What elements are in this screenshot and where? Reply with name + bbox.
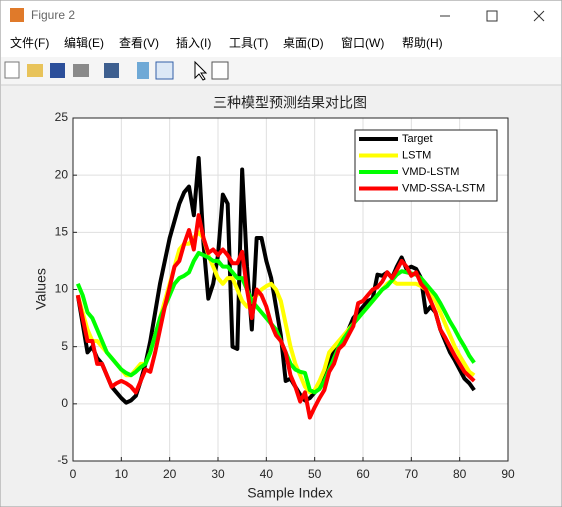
menu-item[interactable]: 窗口(W) xyxy=(341,36,384,50)
colorbar-icon[interactable] xyxy=(137,62,149,79)
x-tick-label: 60 xyxy=(356,467,370,481)
x-tick-label: 50 xyxy=(308,467,322,481)
y-axis-label: Values xyxy=(33,268,49,310)
plot-lines xyxy=(75,156,476,420)
property-icon[interactable] xyxy=(211,61,229,80)
save-icon[interactable] xyxy=(50,63,65,78)
legend-icon[interactable] xyxy=(155,61,174,80)
legend-label: Target xyxy=(402,133,433,145)
y-tick-label: -5 xyxy=(57,453,68,467)
title-bar xyxy=(1,1,561,31)
menu-items: 文件(F) 编辑(E) 查看(V) 插入(I) 工具(T) 桌面(D) 窗口(W) 帮助(H) xyxy=(10,35,443,50)
print-icon[interactable] xyxy=(73,64,89,77)
legend-label: VMD-LSTM xyxy=(402,166,459,178)
x-tick-label: 30 xyxy=(211,467,225,481)
link-icon[interactable] xyxy=(104,63,119,78)
pointer-icon[interactable] xyxy=(194,60,208,81)
y-tick-label: 15 xyxy=(55,225,69,239)
x-tick-label: 80 xyxy=(453,467,467,481)
y-tick-label: 5 xyxy=(61,339,68,353)
y-tick-label: 20 xyxy=(55,167,69,181)
x-tick-label: 70 xyxy=(405,467,419,481)
window-title: Figure 2 xyxy=(31,8,75,22)
menu-item[interactable]: 文件(F) xyxy=(10,35,49,50)
x-tick-label: 10 xyxy=(115,467,129,481)
menu-item[interactable]: 查看(V) xyxy=(119,36,159,50)
app-icon xyxy=(10,8,24,22)
menu-item[interactable]: 编辑(E) xyxy=(64,35,104,50)
chart-title: 三种模型预测结果对比图 xyxy=(213,95,367,111)
menu-item[interactable]: 桌面(D) xyxy=(283,36,324,50)
y-tick-label: 10 xyxy=(55,282,69,296)
x-tick-label: 40 xyxy=(260,467,274,481)
series-line xyxy=(75,213,476,420)
y-tick-label: 25 xyxy=(55,110,69,124)
x-tick-label: 20 xyxy=(163,467,177,481)
menu-item[interactable]: 工具(T) xyxy=(229,36,268,50)
menu-bar xyxy=(1,31,561,57)
legend-label: LSTM xyxy=(402,149,431,161)
legend: Target LSTM VMD-LSTM VMD-SSA-LSTM xyxy=(354,129,498,202)
x-axis-label: Sample Index xyxy=(247,485,333,501)
x-tick-label: 90 xyxy=(501,467,515,481)
menu-item[interactable]: 帮助(H) xyxy=(402,36,443,50)
open-icon[interactable] xyxy=(27,64,43,77)
y-tick-label: 0 xyxy=(61,396,68,410)
menu-item[interactable]: 插入(I) xyxy=(176,36,211,50)
x-tick-label: 0 xyxy=(70,467,77,481)
legend-label: VMD-SSA-LSTM xyxy=(402,182,485,194)
toolbar xyxy=(1,57,561,85)
maximize-button[interactable] xyxy=(486,10,498,22)
new-icon[interactable] xyxy=(4,61,20,79)
close-button[interactable] xyxy=(533,10,545,22)
toolbar-icons xyxy=(4,60,229,81)
